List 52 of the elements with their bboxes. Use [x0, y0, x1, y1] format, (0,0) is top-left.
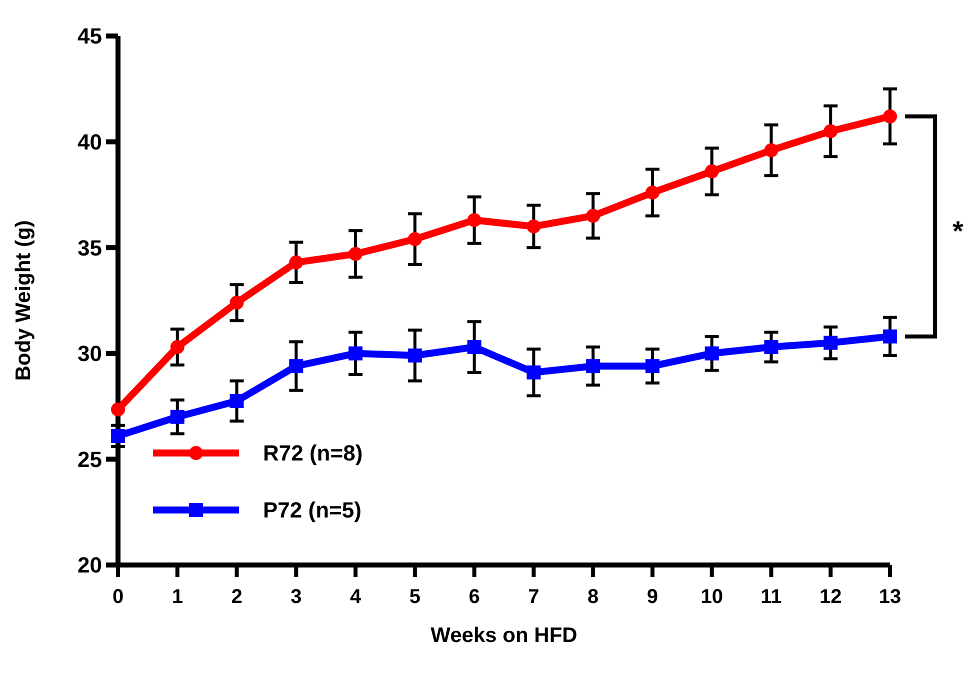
- x-tick-label: 10: [700, 586, 723, 608]
- x-tick-label: 4: [350, 586, 362, 608]
- x-tick-label: 3: [290, 586, 302, 608]
- x-tick-label: 11: [760, 586, 782, 608]
- x-tick-label: 0: [112, 586, 124, 608]
- y-tick-label: 40: [78, 130, 102, 154]
- point: [170, 340, 184, 354]
- x-tick-label: 8: [588, 586, 599, 608]
- point: [764, 143, 778, 158]
- y-tick-label: 35: [78, 235, 102, 260]
- point: [408, 232, 422, 246]
- point: [824, 124, 838, 138]
- point: [408, 348, 422, 363]
- point: [704, 164, 719, 178]
- legend-label: R72 (n=8): [263, 440, 363, 466]
- point: [111, 402, 125, 416]
- point: [704, 346, 719, 360]
- point: [764, 340, 778, 354]
- point: [230, 394, 244, 408]
- point: [170, 410, 184, 424]
- x-axis-title: Weeks on HFD: [430, 624, 578, 647]
- point: [467, 213, 482, 228]
- x-tick-label: 9: [646, 586, 658, 608]
- x-tick-label: 2: [231, 586, 242, 608]
- text: *: [952, 215, 964, 246]
- y-axis-title: Body Weight (g): [12, 220, 35, 381]
- y-tick-label: 25: [78, 446, 102, 472]
- point: [348, 246, 363, 261]
- point: [230, 296, 244, 310]
- point: [586, 208, 600, 223]
- point: [883, 109, 897, 124]
- point: [526, 219, 541, 234]
- point: [586, 359, 600, 374]
- legend-label: P72 (n=5): [263, 498, 362, 523]
- point: [824, 336, 838, 350]
- y-tick-label: 30: [78, 341, 102, 366]
- point: [883, 329, 897, 344]
- x-tick-label: 6: [468, 586, 480, 608]
- x-tick-label: 5: [409, 586, 420, 608]
- point: [348, 346, 363, 360]
- y-tick-label: 20: [78, 552, 102, 578]
- point: [645, 359, 660, 374]
- x-tick-label: 1: [172, 586, 183, 608]
- x-tick-label: 7: [528, 586, 540, 608]
- point: [289, 359, 304, 374]
- x-tick-label: 12: [819, 586, 842, 608]
- point: [467, 340, 482, 354]
- point: [645, 186, 660, 200]
- point: [526, 365, 541, 380]
- point: [289, 255, 304, 270]
- y-tick-label: 45: [78, 24, 102, 49]
- x-tick-label: 13: [878, 586, 902, 608]
